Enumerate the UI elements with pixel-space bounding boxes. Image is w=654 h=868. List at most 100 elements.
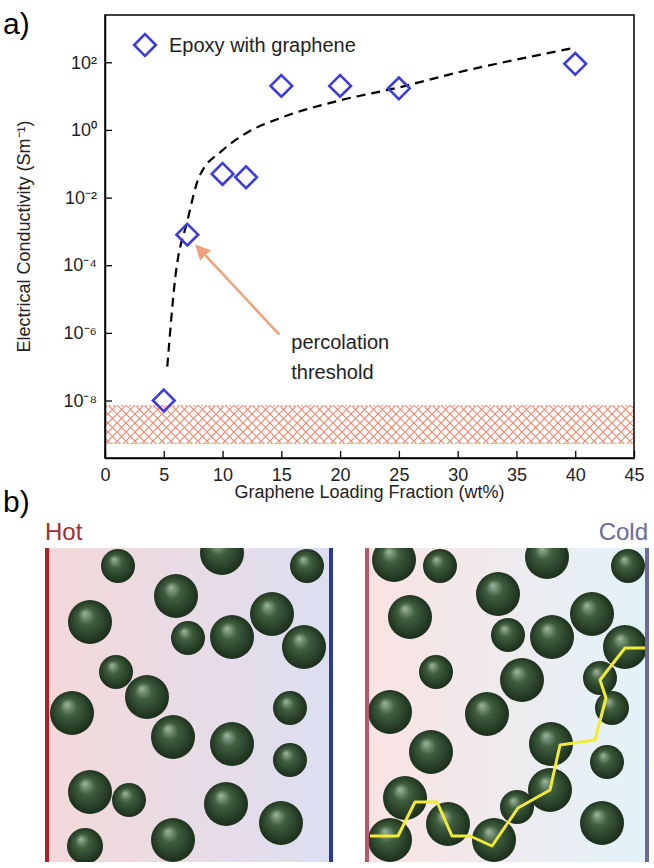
filler-particle bbox=[125, 675, 169, 719]
x-tick: 35 bbox=[507, 451, 527, 485]
filler-particle bbox=[282, 625, 326, 669]
data-layer bbox=[105, 48, 634, 444]
filler-particle bbox=[409, 730, 453, 774]
filler-particle bbox=[465, 692, 509, 736]
particles bbox=[368, 548, 647, 862]
x-tick-mark bbox=[164, 451, 165, 458]
x-tick: 25 bbox=[389, 451, 409, 485]
x-tick: 15 bbox=[272, 451, 292, 485]
filler-particle bbox=[259, 801, 303, 845]
filler-particle bbox=[273, 691, 307, 725]
figure: 05101520253035404510⁻⁸10⁻⁶10⁻⁴10⁻²10⁰10²… bbox=[0, 0, 654, 868]
x-tick-mark bbox=[458, 451, 459, 458]
x-axis-line bbox=[106, 458, 635, 460]
cold-wall bbox=[329, 548, 333, 862]
y-axis-line bbox=[105, 16, 107, 459]
filler-particle bbox=[67, 828, 103, 862]
y-tick-label: 10⁰ bbox=[71, 120, 97, 140]
x-tick-mark bbox=[340, 451, 341, 458]
conduction-path bbox=[370, 648, 645, 846]
y-tick-mark bbox=[105, 333, 112, 334]
y-tick-label: 10⁻² bbox=[65, 188, 97, 208]
y-tick-mark bbox=[105, 130, 112, 131]
y-tick: 10² bbox=[71, 53, 112, 73]
x-tick-label: 45 bbox=[624, 465, 644, 485]
hot-wall bbox=[365, 548, 369, 862]
x-tick-mark bbox=[575, 451, 576, 458]
y-tick-mark bbox=[105, 62, 112, 63]
annotation-text: percolationthreshold bbox=[291, 331, 389, 383]
filler-particle bbox=[476, 572, 520, 616]
filler-particle bbox=[372, 548, 416, 582]
annotation-arrow bbox=[197, 247, 279, 335]
data-point bbox=[329, 75, 351, 97]
data-point bbox=[270, 75, 292, 97]
plot-area bbox=[105, 15, 634, 458]
filler-particle bbox=[388, 595, 432, 639]
y-tick: 10⁻² bbox=[65, 188, 112, 208]
x-tick: 5 bbox=[159, 451, 169, 485]
panel-background bbox=[47, 548, 331, 862]
fit-line bbox=[167, 48, 575, 367]
filler-particle bbox=[419, 655, 453, 689]
filler-particle bbox=[112, 783, 146, 817]
x-tick: 10 bbox=[213, 451, 233, 485]
x-tick-mark bbox=[399, 451, 400, 458]
y-tick: 10⁰ bbox=[71, 120, 112, 140]
filler-particle bbox=[68, 600, 112, 644]
filler-particle bbox=[368, 690, 412, 734]
filler-particle bbox=[68, 770, 112, 814]
filler-particle bbox=[590, 745, 624, 779]
legend: Epoxy with graphene bbox=[134, 34, 356, 56]
x-tick: 20 bbox=[331, 451, 351, 485]
data-point bbox=[388, 77, 410, 99]
hot-wall bbox=[45, 548, 49, 862]
filler-particle bbox=[611, 549, 645, 583]
filler-particle bbox=[200, 548, 244, 575]
cold-wall bbox=[645, 548, 649, 862]
x-tick-label: 35 bbox=[507, 465, 527, 485]
x-tick: 45 bbox=[624, 451, 644, 485]
x-tick-mark bbox=[516, 451, 517, 458]
filler-particle bbox=[210, 722, 254, 766]
x-tick-label: 5 bbox=[159, 465, 169, 485]
cold-label: Cold bbox=[599, 518, 648, 545]
plot-frame bbox=[105, 15, 634, 458]
filler-particle bbox=[171, 621, 205, 655]
y-tick: 10⁻⁸ bbox=[63, 391, 112, 411]
filler-particle bbox=[491, 618, 525, 652]
filler-particle bbox=[273, 743, 307, 777]
filler-particle bbox=[525, 548, 569, 579]
filler-particle bbox=[204, 782, 248, 826]
filler-particle bbox=[570, 592, 614, 636]
filler-particle bbox=[383, 776, 427, 820]
data-point bbox=[176, 224, 198, 246]
data-point bbox=[153, 390, 175, 412]
x-axis-title: Graphene Loading Fraction (wt%) bbox=[234, 482, 504, 502]
panel-label: b) bbox=[3, 485, 30, 518]
filler-particle bbox=[423, 549, 457, 583]
filler-particle bbox=[500, 658, 544, 702]
filler-particle bbox=[210, 615, 254, 659]
x-tick-mark bbox=[281, 451, 282, 458]
filler-particle bbox=[151, 818, 195, 862]
y-tick: 10⁻⁴ bbox=[63, 255, 112, 275]
y-tick: 10⁻⁶ bbox=[64, 323, 112, 343]
y-tick-mark bbox=[105, 265, 112, 266]
x-tick-label: 0 bbox=[100, 465, 110, 485]
x-tick-label: 10 bbox=[213, 465, 233, 485]
filler-particle bbox=[368, 818, 412, 862]
filler-particle bbox=[530, 615, 574, 659]
y-tick-mark bbox=[105, 400, 112, 401]
x-tick: 30 bbox=[448, 451, 468, 485]
x-tick-mark bbox=[634, 451, 635, 458]
filler-particle bbox=[250, 592, 294, 636]
filler-particle bbox=[154, 574, 198, 618]
y-tick-mark bbox=[105, 197, 112, 198]
diagram-panel bbox=[47, 531, 331, 864]
x-axis: 051015202530354045 bbox=[100, 451, 644, 485]
filler-particle bbox=[99, 655, 133, 689]
legend-marker bbox=[134, 34, 156, 56]
filler-particle bbox=[101, 549, 135, 583]
panel-label: a) bbox=[3, 7, 30, 40]
